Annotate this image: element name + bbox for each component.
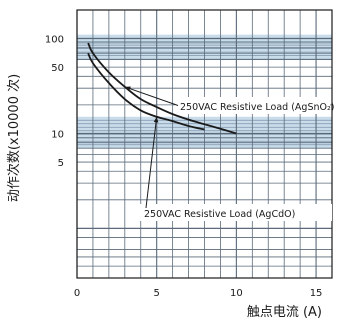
x-tick-label: 0 — [74, 288, 80, 299]
annotation-arrowhead — [153, 116, 159, 123]
annotation-box — [175, 97, 330, 114]
y-tick-label: 5 — [58, 158, 64, 169]
series-line-1 — [87, 42, 237, 135]
series-line-2 — [87, 52, 205, 131]
annotation-label: 250VAC Resistive Load (AgSnO₂) — [180, 102, 335, 113]
x-tick-label: 5 — [154, 288, 160, 299]
x-tick-label: 15 — [310, 288, 323, 299]
annotation-label: 250VAC Resistive Load (AgCdO) — [144, 209, 295, 220]
y-tick-label: 100 — [45, 35, 64, 46]
y-tick-label: 10 — [51, 129, 64, 140]
y-tick-label: 50 — [51, 63, 64, 74]
y-tick-labels: 5 10 50 100 — [45, 35, 64, 169]
x-tick-label: 10 — [230, 288, 243, 299]
series-lines — [87, 42, 237, 135]
grid — [76, 9, 333, 279]
y-axis-label: 动作次数(x10000 次) — [6, 74, 22, 202]
annotation-leader — [124, 86, 179, 106]
plot-frame — [76, 9, 333, 279]
annotation-arrowhead — [124, 86, 131, 91]
annotations: 250VAC Resistive Load (AgSnO₂) 250VAC Res… — [124, 86, 335, 221]
x-axis-label: 触点电流 (A) — [247, 305, 322, 320]
x-tick-labels: 0 5 10 15 — [74, 288, 323, 299]
annotation-box — [138, 204, 332, 221]
annotation-leader — [145, 116, 158, 209]
